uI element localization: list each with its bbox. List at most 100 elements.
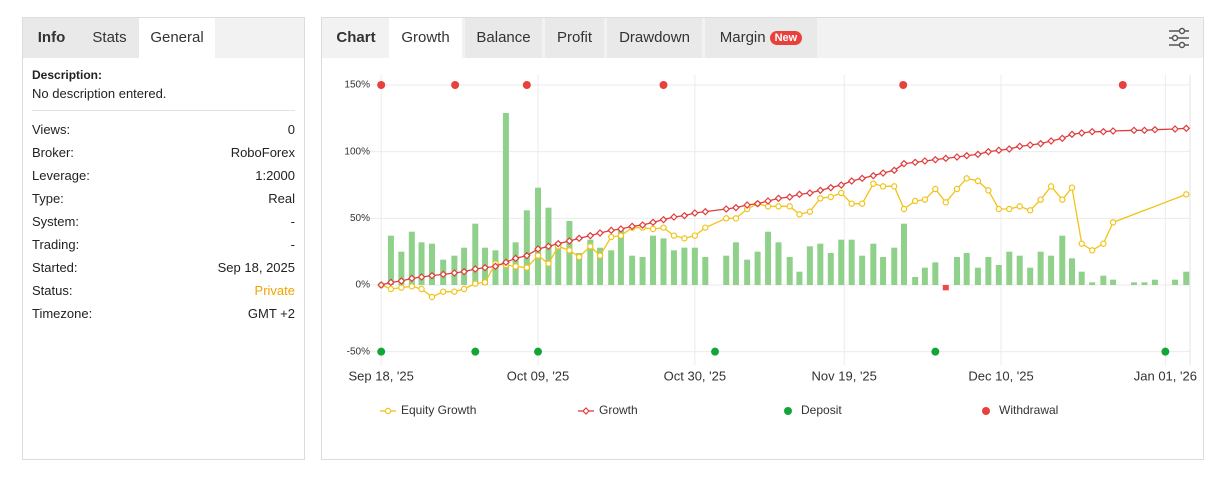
bar [732,242,739,285]
point [628,222,636,231]
description-label: Description: [32,68,103,82]
point [1047,183,1055,190]
description: No description entered. [32,86,167,101]
info-label: Started: [32,260,78,275]
divider [32,110,295,111]
legend-label: Deposit [801,403,842,417]
info-label: Type: [32,191,64,206]
point [417,273,426,281]
point [566,247,573,254]
point [900,205,908,213]
bar [587,239,594,285]
point [858,200,866,207]
point [387,278,395,287]
bar [817,243,824,285]
bar [754,251,761,285]
point [545,260,552,267]
point [659,215,668,224]
info-label: Views: [32,122,71,137]
point [931,155,940,164]
point [847,177,856,185]
point [911,197,919,205]
point [1109,219,1117,226]
bar [1100,275,1107,285]
point [870,180,877,187]
point [891,183,898,190]
bar [880,257,887,285]
tab[interactable]: Info [23,18,80,58]
bar [1089,282,1096,285]
event-marker [931,347,940,356]
bar [502,113,509,285]
info-label: Leverage: [32,168,90,183]
tab[interactable]: Balance [465,18,542,58]
point [691,209,699,217]
plot-area [370,75,1190,365]
point [1026,207,1034,214]
point [544,242,553,251]
point [1151,125,1159,134]
bar [691,247,698,285]
point [722,205,731,213]
point [681,235,688,242]
point [932,185,939,193]
point [1100,240,1107,247]
point [491,262,500,271]
point [723,215,730,222]
point [1036,139,1045,148]
bar [848,239,855,285]
point [649,218,657,227]
point [1006,205,1013,213]
tab[interactable]: Stats [80,18,139,58]
bar [398,251,405,285]
bar [827,253,834,285]
point [806,208,814,215]
tab-label[interactable]: Margin [719,29,766,46]
tab[interactable]: Profit [545,18,604,58]
point [1037,196,1044,203]
event-marker [534,347,543,356]
bar [461,247,468,285]
tab[interactable]: Growth [389,18,462,58]
tab[interactable]: Margin New [705,18,817,58]
event-marker [659,81,668,89]
bar [1172,279,1179,285]
bar [1141,282,1148,285]
bar [806,246,813,285]
point [1183,191,1190,198]
tab[interactable]: Chart [336,29,376,46]
point [691,232,699,239]
tab[interactable]: General [139,18,215,58]
point [764,197,772,205]
tab[interactable]: Drawdown [607,18,702,58]
bar [523,210,530,285]
info-label: System: [32,214,79,229]
point [1026,141,1035,149]
point [660,224,667,231]
point [702,224,709,231]
info-value: - [290,214,295,229]
event-marker [899,81,908,89]
point [471,265,480,273]
point [786,203,793,210]
event-marker [1118,81,1127,89]
info-value: Private [254,283,295,298]
point [869,171,878,180]
legend-marker [982,407,990,415]
point [963,175,970,182]
info-panel: Info Stats General Description: No descr… [22,17,305,460]
point [1058,134,1067,143]
x-tick-label: Nov 19, '25 [812,368,877,383]
point [534,252,542,259]
bar [1059,235,1066,285]
point [451,288,458,295]
bar [1078,271,1085,285]
settings-icon[interactable] [1167,26,1191,50]
point [481,279,489,286]
point [1130,126,1138,135]
bar [859,255,866,285]
point [439,270,448,279]
point [921,157,929,165]
legend-marker [784,407,792,415]
